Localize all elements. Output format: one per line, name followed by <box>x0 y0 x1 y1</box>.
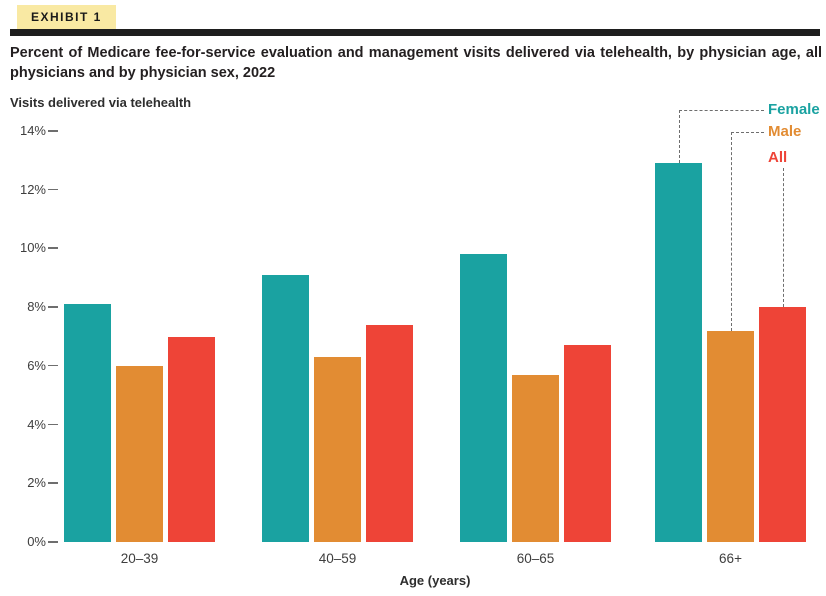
bar-female-20–39 <box>64 304 111 542</box>
x-tick-60–65: 60–65 <box>516 551 555 566</box>
exhibit-tag: EXHIBIT 1 <box>17 5 116 29</box>
y-tick-label-8%: 8% <box>27 299 46 315</box>
y-tick-mark-0% <box>48 541 58 543</box>
bar-all-40–59 <box>366 324 413 542</box>
y-tick-mark-14% <box>48 130 58 132</box>
bar-male-40–59 <box>314 357 361 542</box>
bar-all-66+ <box>759 307 806 542</box>
x-tick-20–39: 20–39 <box>120 551 159 566</box>
y-tick-mark-10% <box>48 247 58 249</box>
bar-male-20–39 <box>116 365 163 542</box>
x-tick-66+: 66+ <box>719 551 742 566</box>
bar-all-60–65 <box>564 345 611 542</box>
legend-male: Male <box>768 123 802 140</box>
legend-connector-horizontal-male <box>730 132 764 133</box>
y-tick-mark-8% <box>48 306 58 308</box>
bar-male-60–65 <box>512 374 559 542</box>
header-rule <box>10 29 820 36</box>
figure-title: Percent of Medicare fee-for-service eval… <box>10 45 822 82</box>
legend-female: Female <box>768 101 820 118</box>
y-tick-label-0%: 0% <box>27 534 46 549</box>
legend-connector-vertical-male <box>730 132 732 331</box>
legend-connector-vertical-female <box>678 110 680 164</box>
y-tick-mark-2% <box>48 482 58 484</box>
y-tick-mark-6% <box>48 364 58 367</box>
y-tick-label-12%: 12% <box>19 181 46 197</box>
y-tick-label-14%: 14% <box>19 123 46 138</box>
y-tick-mark-12% <box>48 188 58 191</box>
bar-female-60–65 <box>460 254 507 542</box>
y-tick-label-10%: 10% <box>19 240 46 256</box>
bar-male-66+ <box>707 330 754 542</box>
bar-all-20–39 <box>168 336 215 542</box>
x-tick-40–59: 40–59 <box>318 551 357 566</box>
legend-connector-horizontal-female <box>678 110 764 111</box>
bar-female-66+ <box>655 163 702 542</box>
legend-all: All <box>768 149 788 166</box>
legend-connector-vertical-all <box>782 168 784 308</box>
y-axis-title: Visits delivered via telehealth <box>10 95 192 110</box>
y-tick-mark-4% <box>48 423 58 426</box>
y-tick-label-2%: 2% <box>27 475 46 491</box>
bar-female-40–59 <box>262 274 309 542</box>
y-tick-label-6%: 6% <box>27 357 46 373</box>
x-axis-title: Age (years) <box>399 573 471 588</box>
y-tick-label-4%: 4% <box>27 416 46 432</box>
